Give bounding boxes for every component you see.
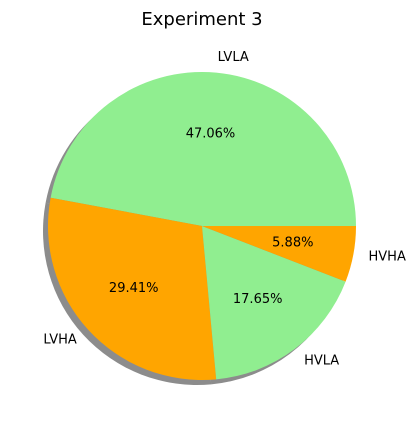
slice-percent-hvla: 17.65% [233, 292, 283, 307]
slice-percent-lvla: 47.06% [186, 126, 236, 141]
chart-title: Experiment 3 [141, 9, 262, 30]
slice-percent-hvha: 5.88% [272, 235, 313, 250]
slice-label-lvla: LVLA [218, 50, 249, 65]
pie-slices [48, 72, 356, 380]
slice-label-hvha: HVHA [369, 250, 406, 265]
slice-percent-lvha: 29.41% [109, 281, 159, 296]
slice-label-hvla: HVLA [304, 354, 339, 369]
slice-lvla [51, 72, 356, 226]
slice-label-lvha: LVHA [43, 333, 76, 348]
